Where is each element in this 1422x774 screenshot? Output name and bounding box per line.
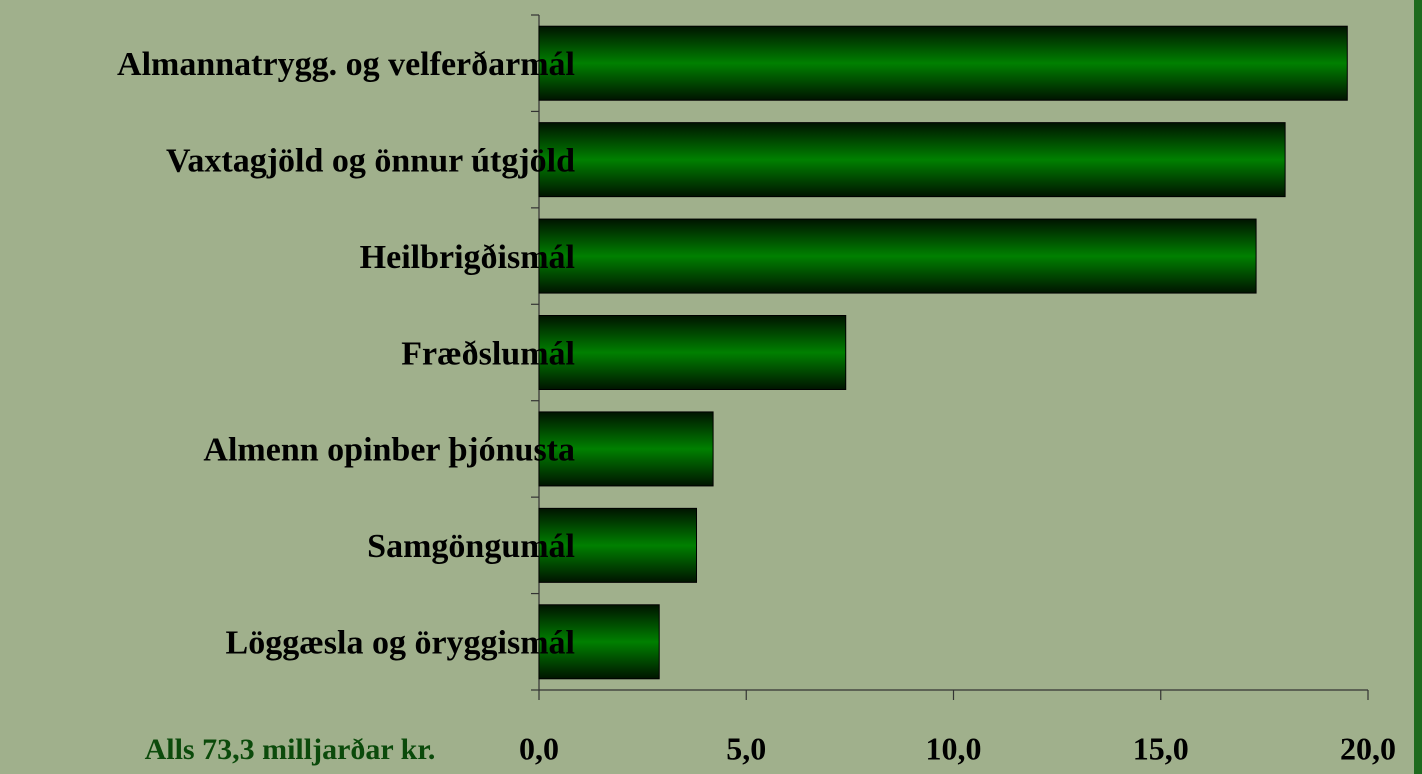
category-label: Almannatrygg. og velferðarmál: [117, 46, 575, 83]
x-tick-label: 15,0: [1133, 730, 1189, 766]
edge-strip: [1414, 0, 1422, 774]
bar: [538, 315, 847, 390]
x-tick-label: 5,0: [726, 730, 766, 766]
category-label: Heilbrigðismál: [360, 239, 575, 276]
category-label: Vaxtagjöld og önnur útgjöld: [166, 142, 575, 179]
bar: [538, 604, 660, 680]
bar: [538, 218, 1257, 294]
bar: [538, 411, 714, 487]
category-label: Samgöngumál: [367, 528, 575, 565]
bar: [538, 122, 1286, 198]
bar: [538, 507, 698, 583]
x-tick-label: 10,0: [926, 730, 982, 766]
category-label: Fræðslumál: [401, 335, 575, 372]
x-tick-label: 0,0: [519, 730, 559, 766]
bar: [538, 25, 1348, 101]
x-tick-label: 20,0: [1340, 730, 1396, 766]
category-label: Almenn opinber þjónusta: [203, 432, 575, 469]
category-label: Löggæsla og öryggismál: [226, 625, 575, 662]
annotation: Alls 73,3 milljarðar kr.: [145, 733, 436, 766]
